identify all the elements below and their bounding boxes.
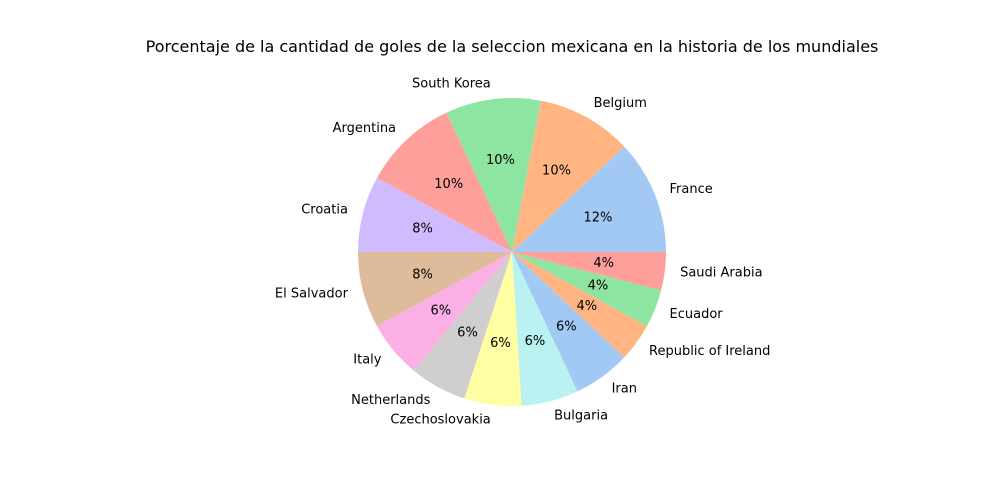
slice-label-el-salvador: El Salvador [275, 287, 349, 302]
pct-label-italy: 6% [430, 303, 451, 318]
pie-slice-argentina [377, 112, 512, 252]
slice-label-france: France [670, 182, 713, 197]
pie-slice-bulgaria [512, 252, 578, 406]
chart-title: Porcentaje de la cantidad de goles de la… [146, 37, 879, 56]
pct-label-croatia: 8% [412, 222, 433, 237]
pct-label-belgium: 10% [542, 164, 571, 179]
pie-slice-south-korea [446, 97, 541, 252]
pie-slice-czechoslovakia [464, 252, 522, 406]
slice-label-italy: Italy [353, 352, 382, 367]
slice-label-argentina: Argentina [333, 121, 396, 136]
pct-label-republic-of-ireland: 4% [576, 299, 597, 314]
pie-slice-el-salvador [358, 252, 512, 327]
pct-label-iran: 6% [556, 319, 577, 334]
slice-label-republic-of-ireland: Republic of Ireland [649, 344, 770, 359]
pie-slice-saudi-arabia [512, 252, 666, 291]
pct-label-saudi-arabia: 4% [593, 256, 614, 271]
pct-label-argentina: 10% [434, 177, 463, 192]
pie-slice-republic-of-ireland [512, 252, 647, 358]
slice-label-bulgaria: Bulgaria [554, 409, 608, 424]
slice-label-saudi-arabia: Saudi Arabia [680, 266, 763, 281]
pct-label-czechoslovakia: 6% [490, 336, 511, 351]
pie-slice-croatia [358, 177, 512, 252]
pie-slice-france [512, 146, 666, 252]
pie-slice-iran [512, 252, 625, 392]
pie-slice-netherlands [413, 252, 512, 399]
pct-label-south-korea: 10% [486, 153, 515, 168]
slice-label-czechoslovakia: Czechoslovakia [390, 413, 490, 428]
slice-label-iran: Iran [612, 382, 637, 397]
slice-label-netherlands: Netherlands [351, 393, 430, 408]
pie-slice-ecuador [512, 252, 662, 327]
pie-slices [358, 97, 666, 406]
slice-label-ecuador: Ecuador [670, 307, 724, 322]
pie-slice-belgium [512, 100, 625, 253]
slice-label-croatia: Croatia [301, 202, 348, 217]
pie-labels: France 12% Belgium 10% South Korea 10% Argenti… [275, 76, 770, 427]
slice-label-belgium: Belgium [594, 96, 647, 111]
slice-label-south-korea: South Korea [412, 76, 491, 91]
pct-label-ecuador: 4% [588, 279, 609, 294]
pct-label-bulgaria: 6% [525, 334, 546, 349]
pie-slice-italy [377, 252, 512, 371]
pct-label-netherlands: 6% [457, 325, 478, 340]
pct-label-france: 12% [583, 210, 612, 225]
pct-label-el-salvador: 8% [412, 267, 433, 282]
